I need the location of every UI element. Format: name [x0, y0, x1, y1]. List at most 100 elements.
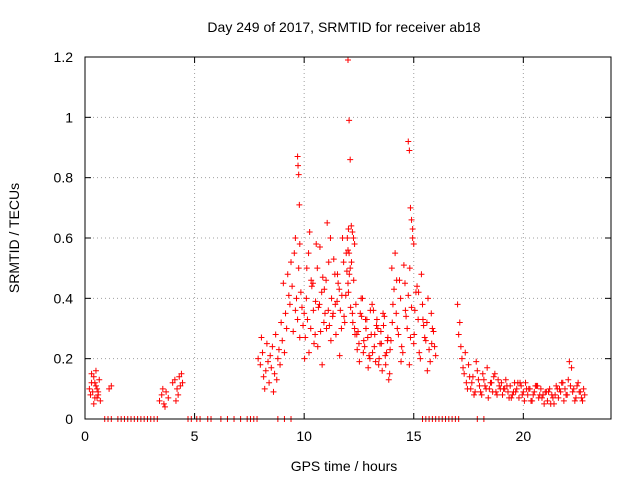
data-point	[408, 304, 415, 311]
data-point	[414, 283, 421, 290]
data-point	[92, 367, 99, 374]
data-point	[347, 265, 354, 272]
y-tick-label: 0.2	[54, 351, 74, 367]
data-point	[519, 391, 526, 398]
data-point	[410, 241, 417, 248]
data-point	[316, 244, 323, 251]
data-point	[406, 361, 413, 368]
data-point	[315, 304, 322, 311]
data-point	[387, 337, 394, 344]
data-point	[506, 394, 513, 401]
data-point	[579, 397, 586, 404]
data-point	[454, 301, 461, 308]
data-point	[581, 391, 588, 398]
data-point	[292, 235, 299, 241]
data-point	[416, 349, 423, 356]
data-point	[392, 250, 399, 257]
data-point	[373, 322, 380, 329]
data-point	[424, 295, 431, 302]
y-tick-label: 1.2	[54, 49, 74, 65]
data-point	[478, 391, 485, 398]
data-point	[426, 346, 433, 353]
data-point	[341, 313, 348, 320]
y-tick-label: 0.6	[54, 230, 74, 246]
data-point	[341, 319, 348, 326]
data-point	[382, 352, 389, 359]
data-point	[538, 394, 545, 401]
data-point	[374, 325, 381, 332]
data-point	[552, 391, 559, 398]
data-point	[351, 325, 358, 332]
data-point	[270, 388, 277, 395]
data-point	[346, 271, 353, 278]
data-point	[273, 376, 280, 383]
data-point	[484, 364, 491, 371]
data-point	[419, 316, 426, 323]
data-point	[415, 289, 422, 296]
data-point	[355, 328, 362, 335]
data-point	[558, 379, 565, 386]
data-point	[346, 117, 353, 124]
data-point	[387, 346, 394, 353]
data-point	[305, 349, 312, 356]
data-point	[275, 346, 282, 353]
data-point	[420, 322, 427, 329]
data-point	[555, 394, 562, 401]
data-point	[398, 358, 405, 365]
data-point	[515, 394, 522, 401]
data-point	[391, 286, 398, 293]
data-point	[343, 268, 350, 275]
y-tick-label: 0.8	[54, 170, 74, 186]
data-point	[572, 394, 579, 401]
data-point	[360, 337, 367, 344]
data-point	[312, 331, 319, 338]
data-point	[393, 310, 400, 317]
data-point	[418, 271, 425, 278]
data-point	[355, 340, 362, 347]
data-point	[279, 337, 286, 344]
data-point	[165, 394, 172, 401]
data-point	[289, 283, 296, 290]
data-point	[368, 331, 375, 338]
data-point	[352, 301, 359, 308]
data-point	[302, 334, 309, 341]
data-point	[312, 298, 319, 305]
data-point	[423, 319, 430, 326]
data-point	[294, 153, 301, 160]
data-point	[385, 376, 392, 383]
data-point	[377, 328, 384, 335]
data-point	[547, 400, 554, 407]
data-point	[486, 385, 493, 392]
data-point	[106, 385, 113, 392]
data-point	[265, 358, 272, 365]
data-point	[464, 385, 471, 392]
data-point	[344, 235, 351, 241]
data-point	[321, 310, 328, 317]
data-point	[314, 343, 321, 350]
data-point	[296, 201, 303, 208]
x-tick-label: 20	[516, 428, 532, 444]
data-point	[277, 361, 284, 368]
data-point	[369, 349, 376, 356]
data-point	[359, 295, 366, 302]
data-point	[475, 376, 482, 383]
data-point	[178, 370, 185, 377]
data-point	[541, 400, 548, 407]
data-point	[159, 385, 166, 392]
data-point	[549, 394, 556, 401]
data-point	[345, 280, 351, 287]
data-point	[492, 388, 499, 395]
data-point	[427, 358, 434, 365]
data-point	[335, 280, 342, 287]
data-point	[360, 349, 367, 356]
data-point	[546, 385, 553, 392]
data-point	[410, 340, 417, 347]
data-point	[373, 316, 380, 323]
data-point	[293, 295, 300, 302]
data-point	[318, 289, 325, 296]
data-point	[323, 277, 330, 284]
data-point	[431, 343, 438, 350]
data-point	[305, 250, 312, 257]
data-point	[463, 379, 470, 386]
chart-title: Day 249 of 2017, SRMTID for receiver ab1…	[207, 19, 480, 35]
